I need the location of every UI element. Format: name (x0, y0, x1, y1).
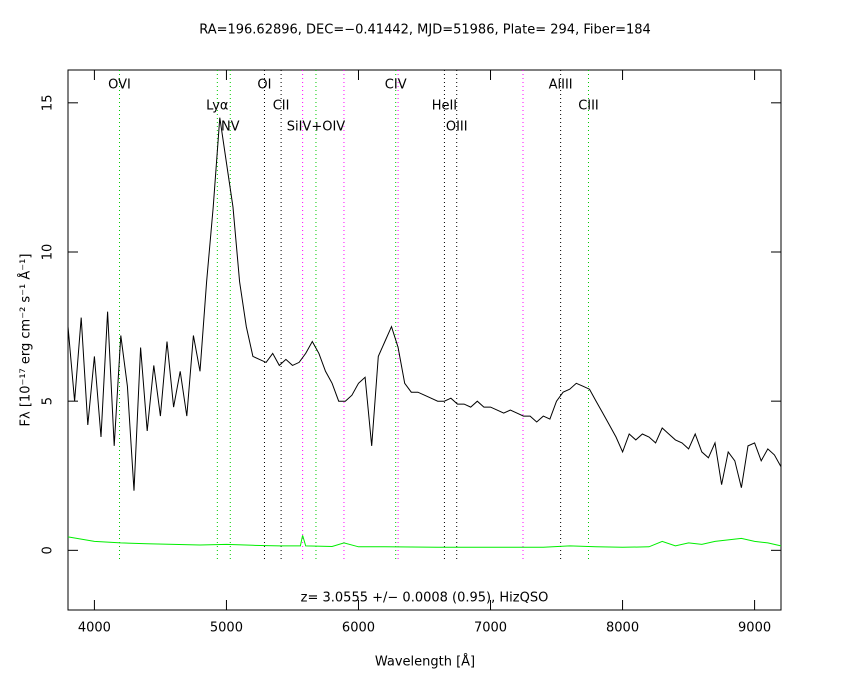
x-tick-label: 9000 (738, 621, 771, 636)
spectrum-line (67, 117, 782, 491)
spectrum-line (67, 535, 782, 548)
y-axis-label: Fλ [10⁻¹⁷ erg cm⁻² s⁻¹ Å⁻¹] (18, 254, 34, 427)
x-tick-label: 5000 (210, 621, 243, 636)
emission-line-label: OIII (446, 120, 468, 135)
x-tick-label: 7000 (474, 621, 507, 636)
y-tick-label: 10 (41, 244, 56, 261)
emission-line-label: AlIII (549, 78, 573, 93)
y-tick-label: 15 (41, 95, 56, 112)
emission-line-label: CIII (578, 99, 599, 114)
emission-line-label: NV (221, 120, 240, 135)
annotation: z= 3.0555 +/− 0.0008 (0.95), HizQSO (301, 591, 549, 606)
emission-line-label: CII (273, 99, 290, 114)
emission-line-label: CIV (385, 78, 407, 93)
emission-line-label: OI (257, 78, 271, 93)
emission-line-label: OVI (108, 78, 131, 93)
emission-line-label: HeII (432, 99, 457, 114)
x-tick-label: 4000 (78, 621, 111, 636)
y-tick-label: 5 (41, 397, 56, 405)
emission-line-label: Lyα (206, 99, 228, 114)
y-tick-label: 0 (41, 546, 56, 554)
x-tick-label: 6000 (342, 621, 375, 636)
plot-frame (67, 69, 782, 611)
x-axis-label: Wavelength [Å] (375, 654, 475, 670)
chart-title: RA=196.62896, DEC=−0.41442, MJD=51986, P… (199, 23, 651, 38)
emission-line-label: SiIV+OIV (287, 120, 346, 135)
x-tick-label: 8000 (606, 621, 639, 636)
